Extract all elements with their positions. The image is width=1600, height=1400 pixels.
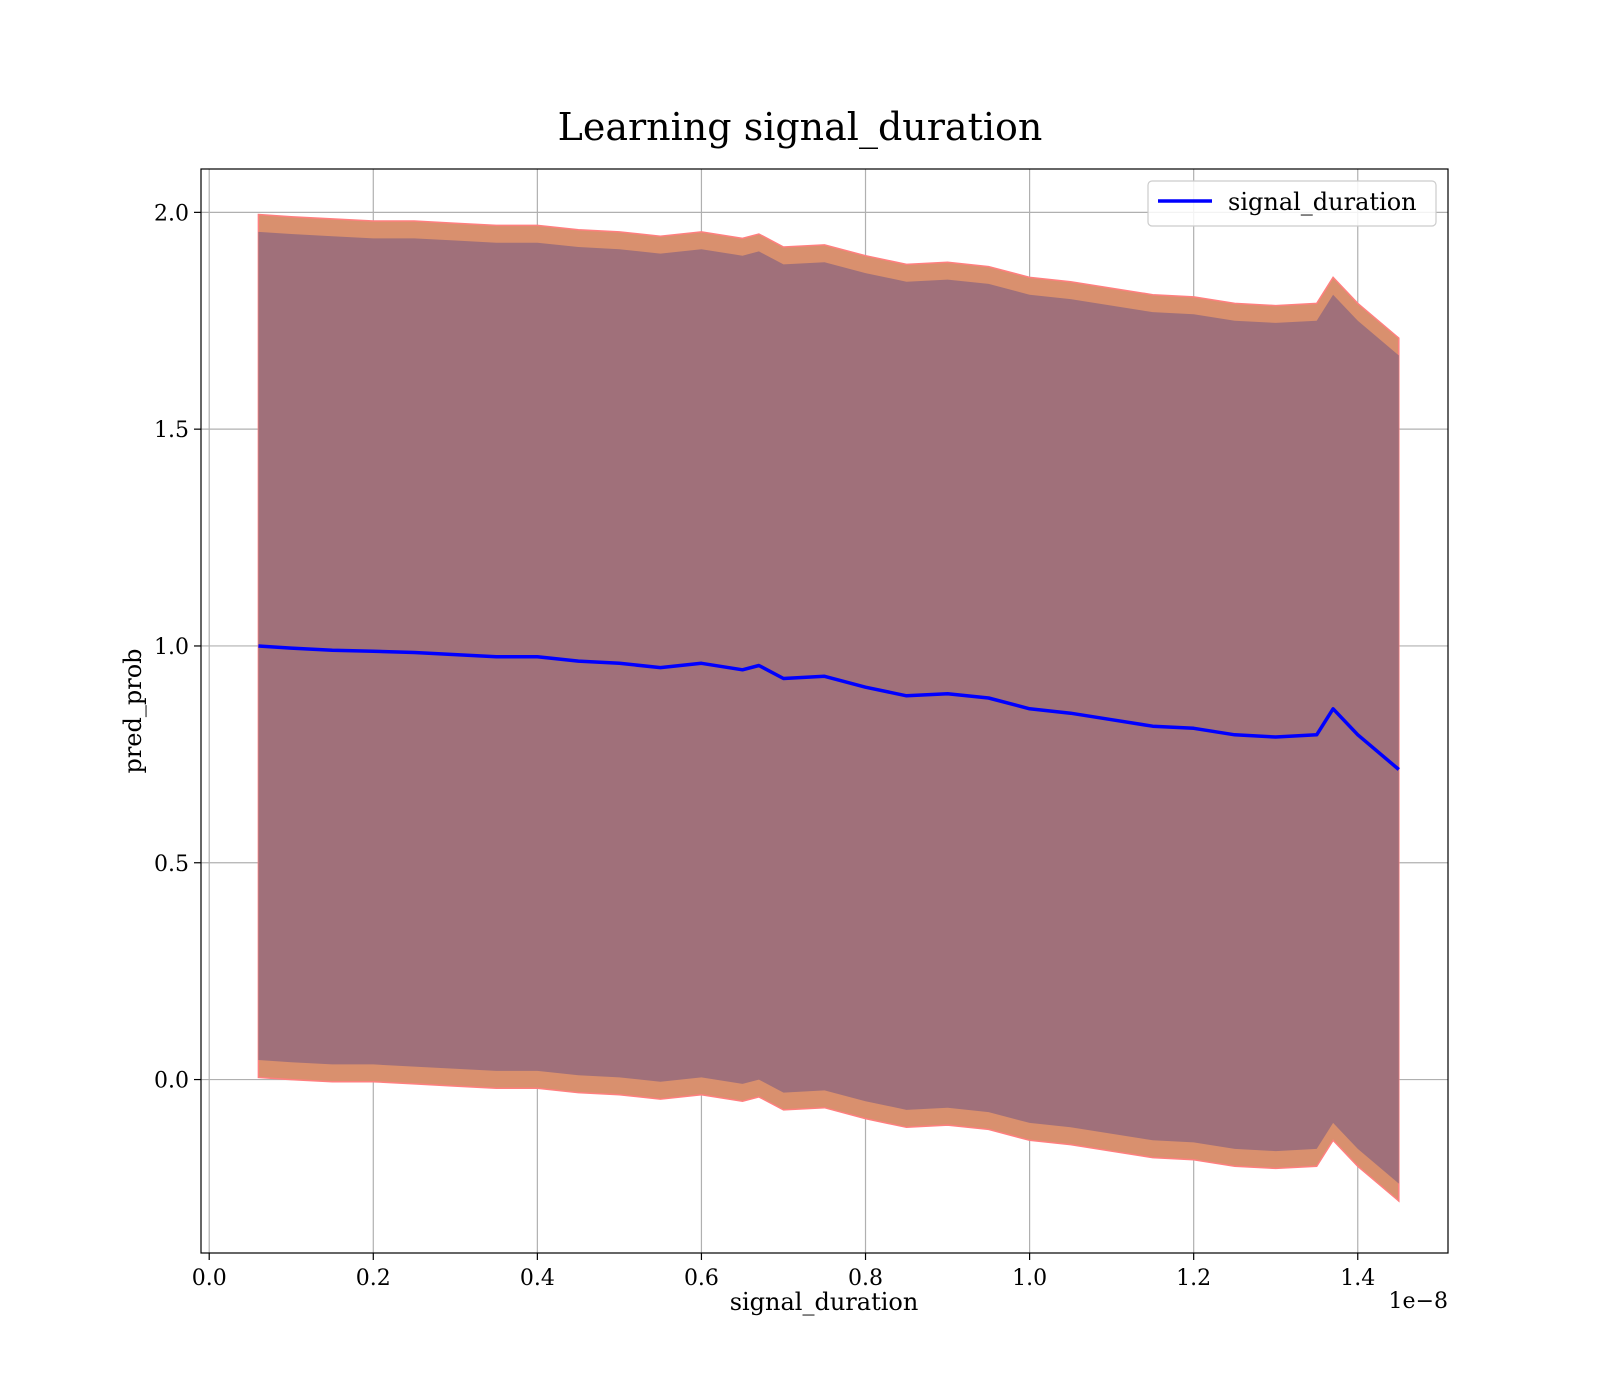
y-axis-ticks: 0.0 0.5 1.0 1.5 2.0	[154, 201, 201, 1094]
legend-label-signal-duration: signal_duration	[1228, 188, 1417, 216]
x-axis-label: signal_duration	[730, 1288, 919, 1316]
x-tick-label-3: 0.6	[684, 1266, 719, 1291]
legend: signal_duration	[1147, 180, 1437, 227]
x-tick-label-2: 0.4	[520, 1266, 555, 1291]
x-tick-label-6: 1.2	[1176, 1266, 1211, 1291]
x-tick-label-7: 1.4	[1340, 1266, 1375, 1291]
series-lines	[258, 644, 1400, 771]
x-axis-offset-text: 1e−8	[1389, 1289, 1448, 1314]
y-tick-label-4: 2.0	[154, 201, 189, 226]
y-axis-label: pred_prob	[119, 648, 147, 773]
series-line-0	[258, 644, 1400, 771]
x-tick-label-4: 0.8	[848, 1266, 883, 1291]
x-tick-label-5: 1.0	[1012, 1266, 1047, 1291]
x-axis-ticks: 0.0 0.2 0.4 0.6 0.8 1.0 1.2 1.4	[192, 1253, 1375, 1291]
y-tick-label-1: 0.5	[154, 852, 189, 877]
x-tick-label-1: 0.2	[356, 1266, 391, 1291]
confidence-bands	[257, 213, 1400, 1203]
y-tick-label-2: 1.0	[154, 635, 189, 660]
y-tick-label-0: 0.0	[154, 1069, 189, 1094]
legend-box	[1147, 180, 1437, 227]
chart-title: Learning signal_duration	[558, 105, 1043, 150]
band-inner	[258, 231, 1399, 1184]
x-tick-label-0: 0.0	[192, 1266, 227, 1291]
y-tick-label-3: 1.5	[154, 418, 189, 443]
plot-frame	[200, 168, 1449, 1254]
